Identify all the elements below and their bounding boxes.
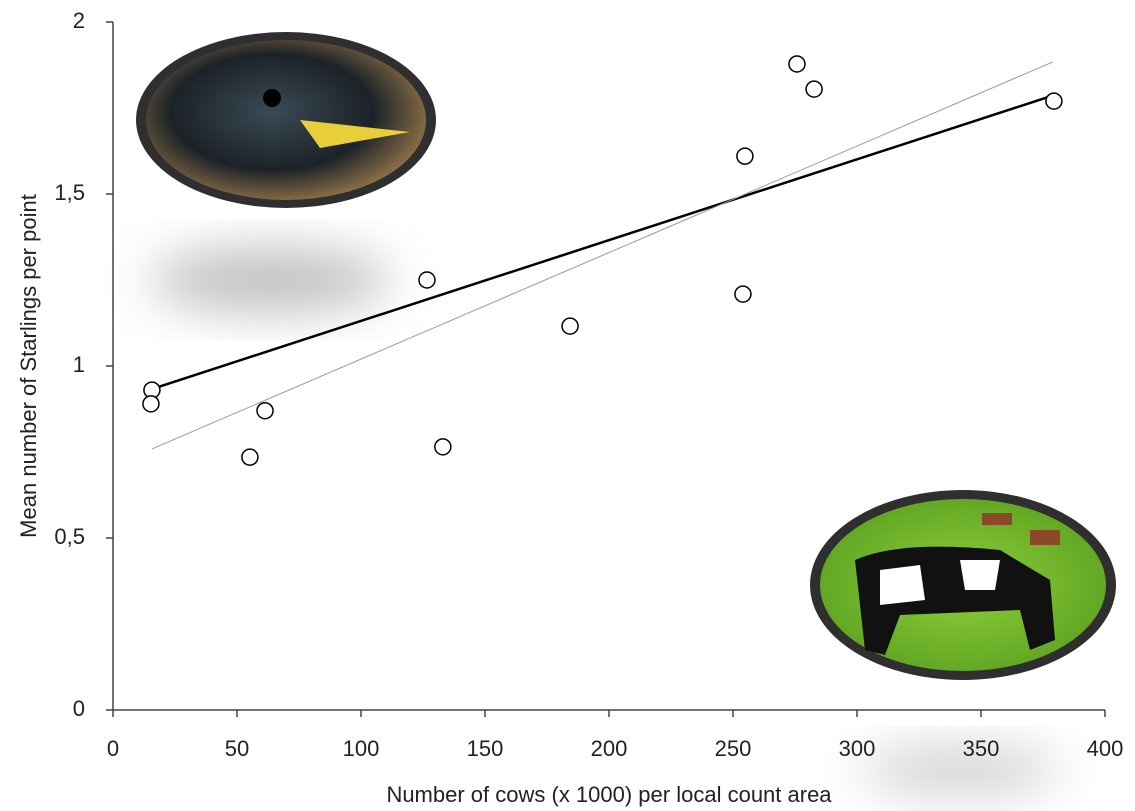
x-tick-label: 200	[591, 736, 628, 761]
point	[736, 147, 754, 165]
y-tick-label: 1,5	[54, 180, 85, 205]
x-tick-label: 100	[343, 736, 380, 761]
point	[418, 271, 436, 289]
trendline	[151, 93, 1058, 391]
trendline	[151, 61, 1054, 450]
y-tick-label: 0,5	[54, 524, 85, 549]
x-axis-title: Number of cows (x 1000) per local count …	[386, 782, 832, 807]
point	[1045, 92, 1063, 110]
point	[734, 285, 752, 303]
y-axis-title: Mean number of Starlings per point	[16, 194, 41, 538]
shadow	[860, 748, 1060, 792]
point	[434, 438, 452, 456]
starling-photo	[136, 32, 436, 208]
x-tick-label: 150	[467, 736, 504, 761]
shadow	[150, 250, 390, 310]
point	[256, 401, 274, 420]
x-tick-label: 0	[107, 736, 119, 761]
y-tick-label: 2	[73, 8, 85, 33]
point	[142, 395, 160, 413]
x-tick-label: 50	[225, 736, 249, 761]
x-tick-label: 350	[963, 736, 1000, 761]
point	[805, 80, 823, 98]
y-tick-label: 0	[73, 696, 85, 721]
point	[241, 448, 259, 466]
y-tick-label: 1	[73, 352, 85, 377]
cow-photo	[810, 490, 1116, 680]
x-tick-label: 400	[1087, 736, 1124, 761]
point	[561, 317, 579, 335]
point	[788, 55, 806, 73]
x-tick-label: 250	[715, 736, 752, 761]
x-tick-label: 300	[839, 736, 876, 761]
